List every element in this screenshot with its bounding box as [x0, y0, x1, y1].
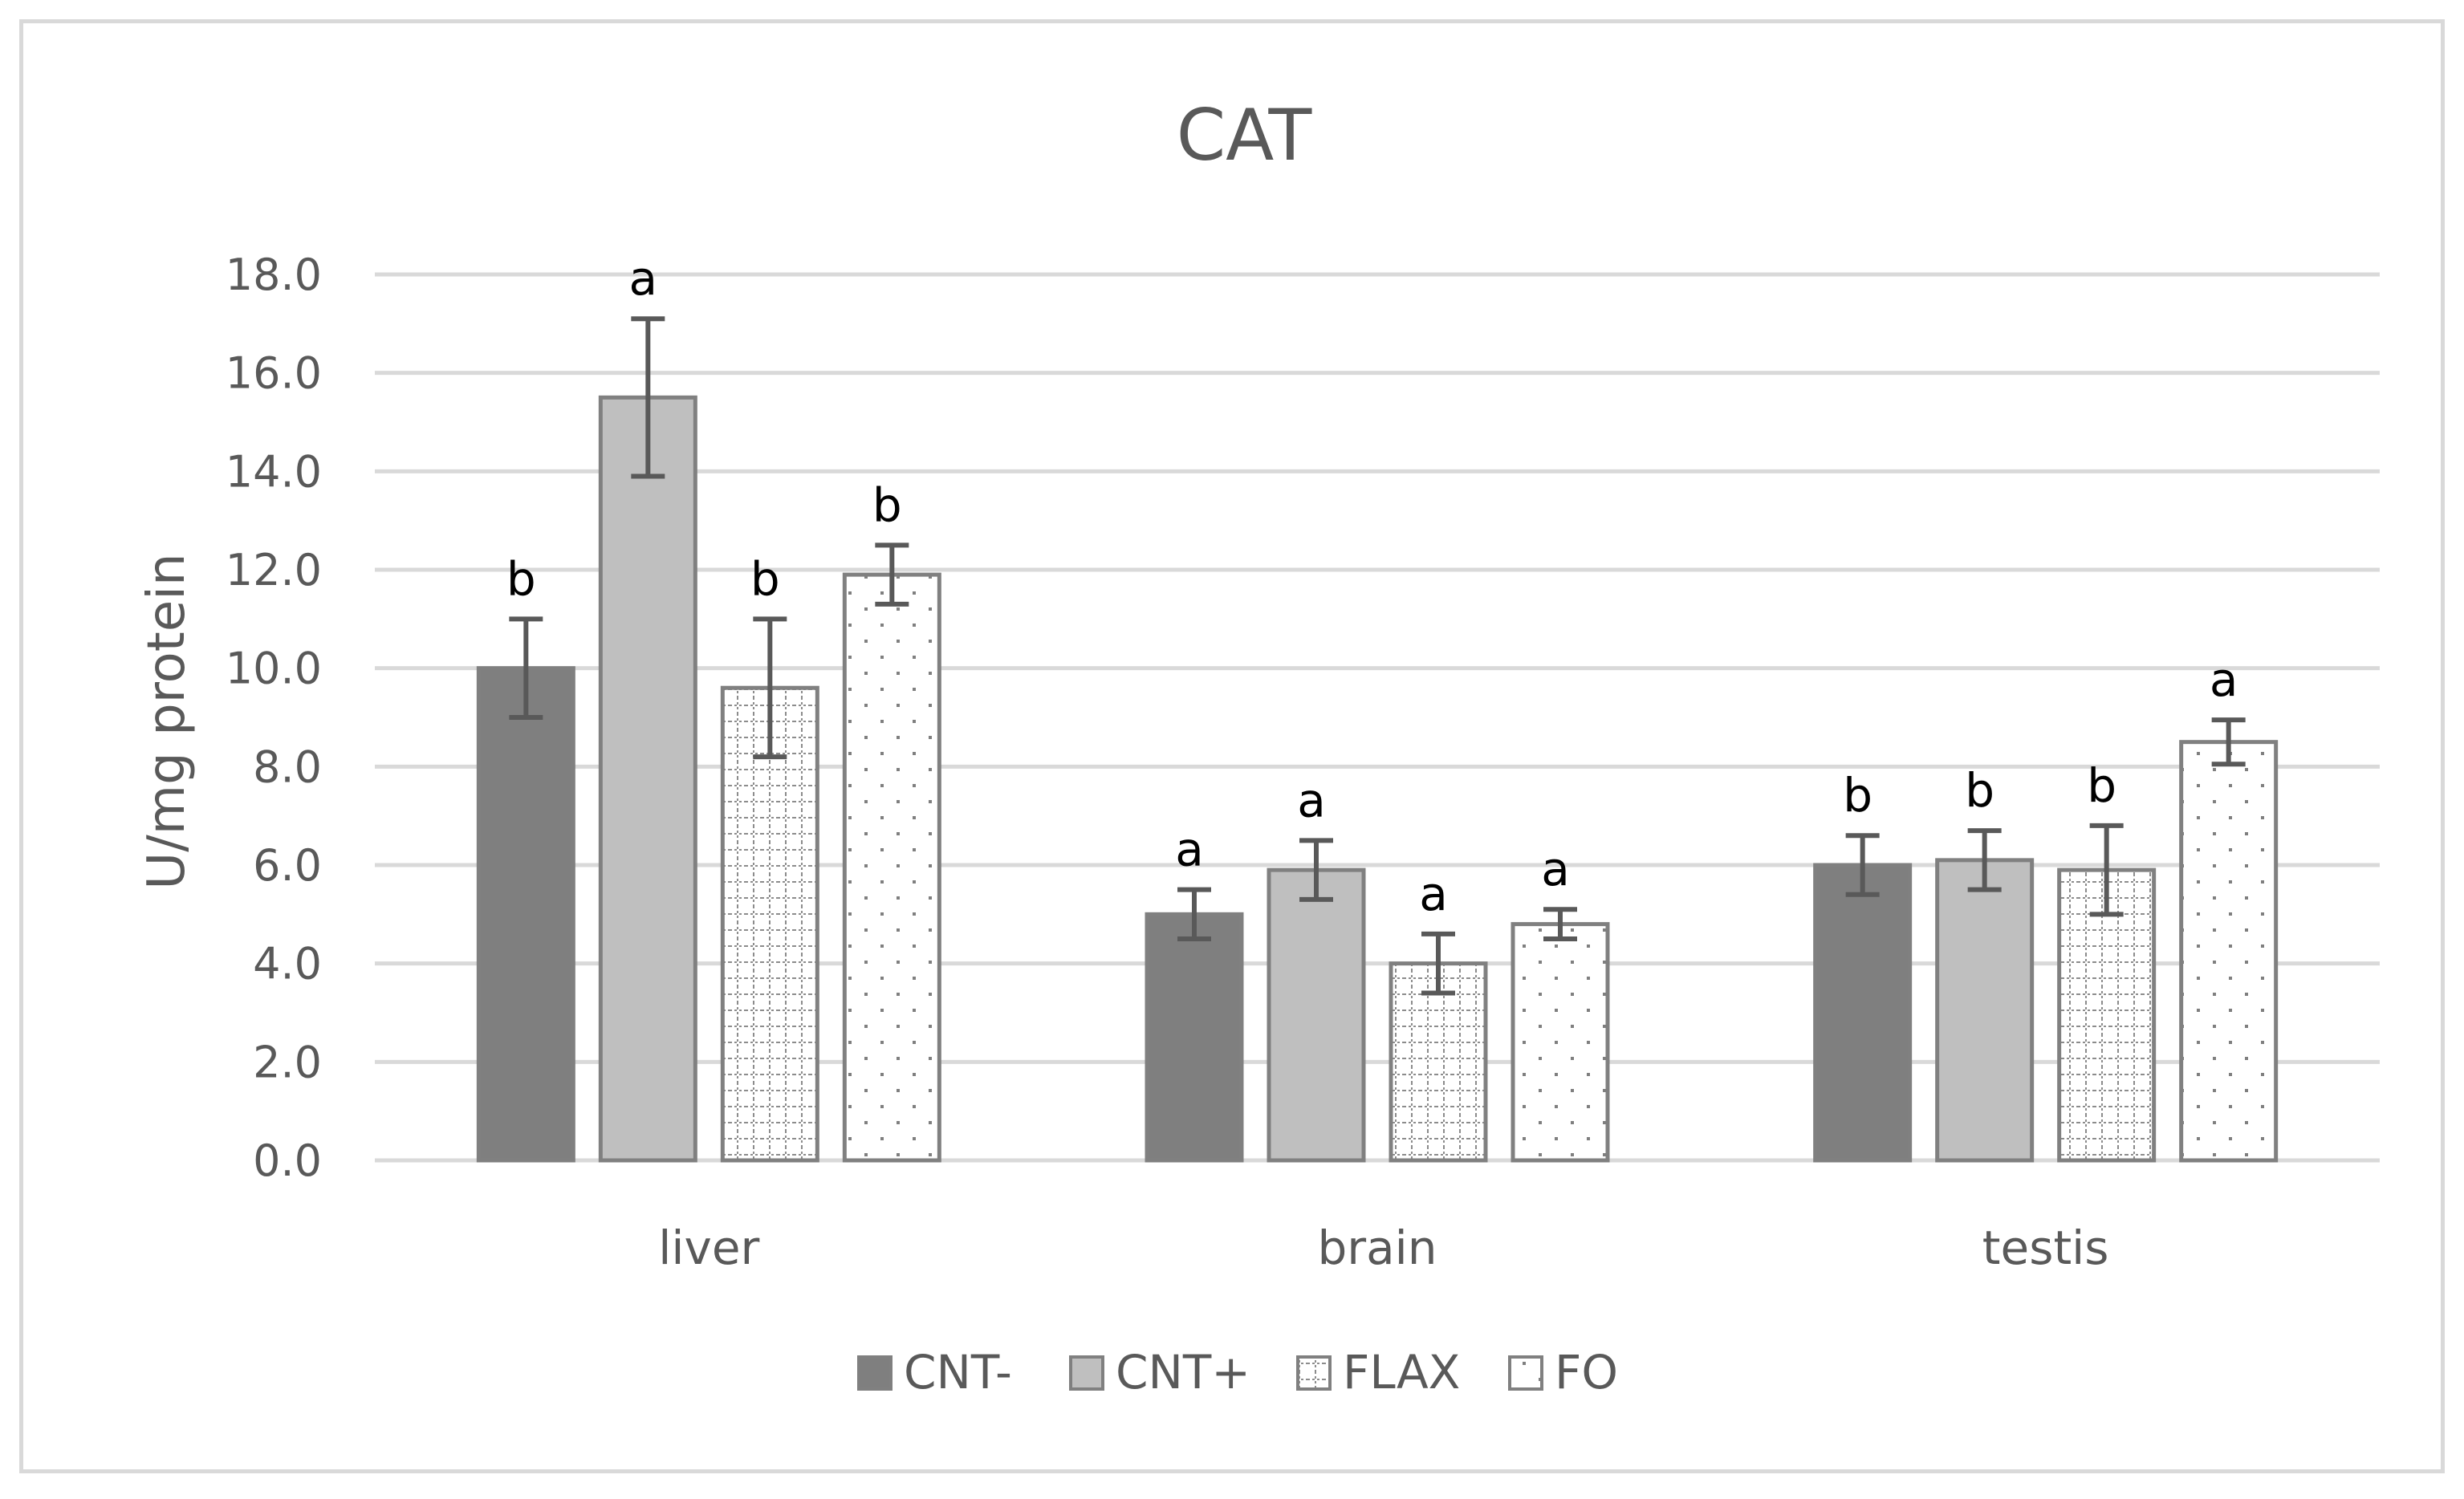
legend-label: CNT+: [1116, 1345, 1250, 1399]
error-bar: [875, 542, 909, 607]
legend-label: CNT-: [904, 1345, 1012, 1399]
x-axis-categories: liver brain testis: [658, 1221, 2108, 1275]
bar: [476, 666, 575, 1163]
y-tick-label: 14.0: [226, 446, 322, 497]
error-bar: [1421, 931, 1455, 996]
error-bar: [2211, 717, 2246, 767]
legend-swatch: [857, 1355, 892, 1391]
significance-label: a: [1419, 867, 1448, 921]
y-tick-label: 16.0: [226, 348, 322, 399]
x-category-label: brain: [1317, 1221, 1437, 1275]
bars: [476, 395, 2279, 1163]
x-category-label: liver: [658, 1221, 759, 1275]
bar: [1145, 912, 1244, 1163]
significance-label: a: [2210, 652, 2238, 707]
error-bar: [1845, 833, 1880, 897]
significance-label: b: [872, 477, 902, 532]
error-bars: [509, 316, 2246, 996]
bar: [1511, 922, 1610, 1163]
bar: [2179, 740, 2279, 1163]
chart-frame: CAT U/mg protein 0.0 2.0 4.0 6.0 8.0 10.0 12.0…: [19, 19, 2445, 1473]
legend-swatch: [1069, 1355, 1104, 1391]
significance-labels: b a b b a a a a b b b a: [506, 251, 2238, 921]
y-tick-label: 12.0: [226, 545, 322, 595]
significance-label: a: [1541, 842, 1570, 896]
y-tick-label: 10.0: [226, 644, 322, 694]
legend: CNT- CNT+ FLAX FO: [857, 1345, 1618, 1399]
chart-title: CAT: [1177, 94, 1313, 177]
y-tick-label: 2.0: [253, 1037, 322, 1087]
bar: [1267, 867, 1366, 1163]
error-bar: [509, 616, 543, 720]
significance-label: a: [1297, 773, 1326, 827]
error-bar: [1967, 828, 2002, 892]
gridlines: [375, 272, 2380, 1163]
cat-bar-chart: CAT U/mg protein 0.0 2.0 4.0 6.0 8.0 10.0 12.0…: [137, 94, 2380, 1399]
bar: [1813, 863, 1913, 1163]
bar: [2057, 867, 2157, 1163]
significance-label: b: [1843, 768, 1872, 823]
error-bar: [753, 616, 787, 760]
y-tick-label: 0.0: [253, 1135, 322, 1186]
significance-label: b: [750, 551, 780, 606]
y-tick-label: 4.0: [253, 939, 322, 989]
error-bar: [1543, 907, 1577, 941]
error-bar: [631, 316, 665, 479]
legend-swatch: [1508, 1355, 1543, 1391]
error-bar: [1177, 887, 1211, 941]
significance-label: b: [2087, 758, 2116, 813]
y-axis-label: U/mg protein: [137, 553, 197, 889]
bar: [1935, 858, 2035, 1163]
bar: [598, 395, 697, 1163]
legend-swatch: [1296, 1355, 1332, 1391]
significance-label: b: [1965, 763, 1994, 818]
y-tick-label: 6.0: [253, 840, 322, 891]
legend-label: FO: [1555, 1345, 1618, 1399]
legend-label: FLAX: [1343, 1345, 1460, 1399]
error-bar: [1299, 838, 1333, 902]
significance-label: b: [506, 551, 536, 606]
error-bar: [2089, 823, 2124, 917]
y-tick-label: 18.0: [226, 250, 322, 300]
significance-label: a: [629, 251, 658, 306]
significance-label: a: [1175, 823, 1204, 877]
x-category-label: testis: [1982, 1221, 2109, 1275]
y-tick-label: 8.0: [253, 741, 322, 792]
y-axis-ticks: 0.0 2.0 4.0 6.0 8.0 10.0 12.0 14.0 16.0 18.0: [226, 250, 322, 1186]
bar: [842, 572, 941, 1163]
